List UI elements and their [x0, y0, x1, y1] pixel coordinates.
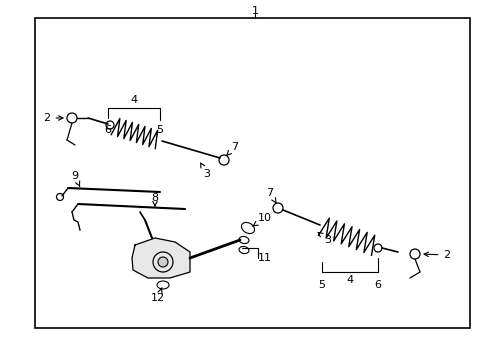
Text: 3: 3	[318, 233, 331, 245]
Text: 2: 2	[423, 250, 449, 260]
Text: 4: 4	[346, 275, 353, 285]
Text: 10: 10	[252, 213, 271, 226]
Text: 5: 5	[156, 125, 163, 135]
Text: 5: 5	[318, 280, 325, 290]
Text: 9: 9	[71, 171, 80, 186]
Text: 6: 6	[374, 280, 381, 290]
Text: 11: 11	[258, 253, 271, 263]
Text: 1: 1	[251, 6, 258, 16]
Text: 2: 2	[43, 113, 63, 123]
Bar	[35, 18, 469, 328]
Text: 12: 12	[151, 288, 165, 303]
Circle shape	[158, 257, 168, 267]
Polygon shape	[132, 238, 190, 278]
Text: 7: 7	[226, 142, 238, 156]
Text: 3: 3	[200, 163, 210, 179]
Text: 6: 6	[104, 125, 111, 135]
Text: 4: 4	[130, 95, 137, 105]
Text: 7: 7	[266, 188, 276, 203]
Text: 8: 8	[151, 193, 158, 206]
